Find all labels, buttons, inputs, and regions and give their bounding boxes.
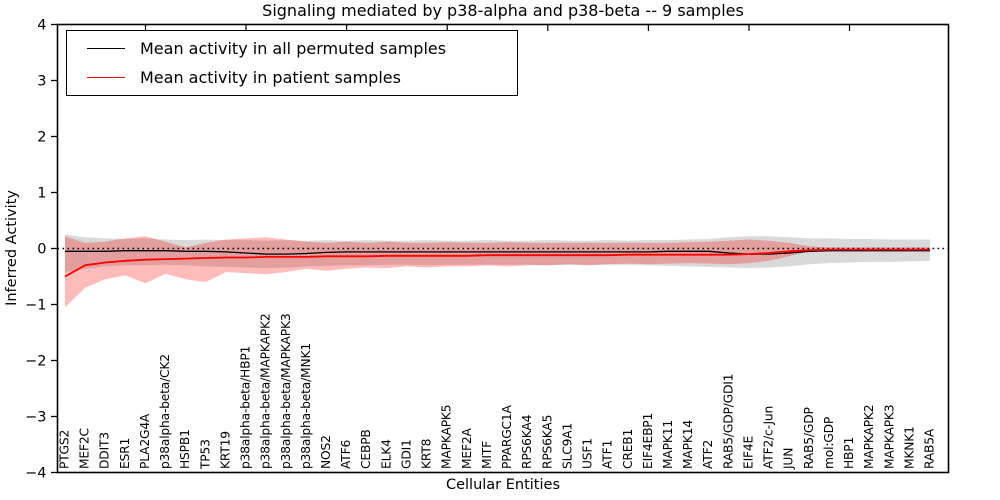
- svg-text:−4: −4: [25, 466, 46, 482]
- svg-text:p38alpha-beta/HBP1: p38alpha-beta/HBP1: [239, 346, 253, 469]
- svg-text:MAPKAPK3: MAPKAPK3: [882, 405, 896, 469]
- svg-text:MEF2C: MEF2C: [78, 428, 92, 469]
- svg-text:MEF2A: MEF2A: [460, 428, 474, 469]
- svg-text:PLA2G4A: PLA2G4A: [138, 413, 152, 469]
- legend-item-patient: Mean activity in patient samples: [67, 64, 517, 92]
- chart-title: Signaling mediated by p38-alpha and p38-…: [262, 1, 744, 20]
- svg-text:DDIT3: DDIT3: [98, 432, 112, 469]
- svg-text:2: 2: [37, 130, 46, 146]
- svg-text:HSPB1: HSPB1: [178, 429, 192, 469]
- svg-text:MAPK14: MAPK14: [681, 420, 695, 469]
- legend-label: Mean activity in patient samples: [140, 68, 401, 88]
- svg-text:JUN: JUN: [782, 448, 796, 470]
- svg-text:−3: −3: [25, 410, 46, 426]
- svg-text:p38alpha-beta/MNK1: p38alpha-beta/MNK1: [299, 343, 313, 469]
- svg-text:ATF6: ATF6: [339, 440, 353, 469]
- svg-text:SLC9A1: SLC9A1: [560, 423, 574, 469]
- y-axis-ticks: 4 3 2 1 0 −1 −2 −3 −4: [25, 18, 58, 482]
- legend: Mean activity in all permuted samples Me…: [66, 30, 518, 96]
- svg-text:CEBPB: CEBPB: [359, 429, 373, 469]
- svg-text:ATF2/c-Jun: ATF2/c-Jun: [762, 406, 776, 469]
- svg-text:EIF4E: EIF4E: [742, 436, 756, 469]
- patient-mean-line: [64, 248, 930, 278]
- svg-text:MITF: MITF: [480, 441, 494, 469]
- svg-text:ELK4: ELK4: [379, 439, 393, 469]
- svg-text:3: 3: [37, 74, 46, 90]
- svg-text:ATF2: ATF2: [701, 440, 715, 469]
- svg-text:EIF4EBP1: EIF4EBP1: [641, 413, 655, 469]
- patient-confidence-band: [65, 236, 930, 308]
- svg-text:MAPK11: MAPK11: [661, 420, 675, 469]
- svg-text:KRT8: KRT8: [420, 439, 434, 469]
- x-axis-label: Cellular Entities: [445, 477, 561, 493]
- svg-text:ESR1: ESR1: [118, 438, 132, 469]
- svg-text:MAPKAPK2: MAPKAPK2: [862, 405, 876, 469]
- svg-text:GDI1: GDI1: [400, 439, 414, 469]
- svg-text:RAB5/GDP/GDI1: RAB5/GDP/GDI1: [721, 374, 735, 469]
- svg-text:4: 4: [37, 18, 46, 34]
- svg-text:RPS6KA5: RPS6KA5: [540, 415, 554, 469]
- svg-text:RAB5A: RAB5A: [923, 428, 937, 469]
- patient-line-swatch: [87, 77, 125, 79]
- svg-text:RPS6KA4: RPS6KA4: [520, 414, 534, 469]
- svg-text:ATF1: ATF1: [601, 440, 615, 469]
- top-axis-ticks: [144, 24, 851, 31]
- svg-text:RAB5/GDP: RAB5/GDP: [802, 407, 816, 469]
- svg-text:MKNK1: MKNK1: [902, 426, 916, 469]
- svg-text:−2: −2: [25, 354, 46, 370]
- svg-text:1: 1: [37, 186, 46, 202]
- svg-text:mol:GDP: mol:GDP: [822, 417, 836, 469]
- permuted-mean-line: [65, 250, 930, 255]
- svg-text:HBP1: HBP1: [842, 437, 856, 469]
- permuted-confidence-band: [65, 234, 930, 272]
- svg-text:MAPKAPK5: MAPKAPK5: [440, 405, 454, 469]
- x-category-labels: PTGS2 MEF2C DDIT3 ESR1 PLA2G4A p38alpha-beta/…: [58, 314, 937, 470]
- svg-text:NOS2: NOS2: [319, 435, 333, 469]
- svg-text:PTGS2: PTGS2: [58, 430, 72, 469]
- svg-text:CREB1: CREB1: [621, 429, 635, 469]
- svg-text:USF1: USF1: [581, 438, 595, 469]
- svg-text:0: 0: [37, 242, 46, 258]
- permuted-line-swatch: [87, 47, 125, 49]
- svg-text:p38alpha-beta/MAPKAPK3: p38alpha-beta/MAPKAPK3: [279, 314, 293, 469]
- svg-text:p38alpha-beta/CK2: p38alpha-beta/CK2: [158, 354, 172, 469]
- svg-text:TP53: TP53: [198, 439, 212, 470]
- svg-text:KRT19: KRT19: [218, 431, 232, 469]
- svg-text:p38alpha-beta/MAPKAPK2: p38alpha-beta/MAPKAPK2: [259, 314, 273, 469]
- legend-item-permuted: Mean activity in all permuted samples: [67, 34, 517, 62]
- svg-text:−1: −1: [25, 298, 46, 314]
- svg-text:PPARGC1A: PPARGC1A: [500, 404, 514, 469]
- legend-label: Mean activity in all permuted samples: [140, 38, 447, 58]
